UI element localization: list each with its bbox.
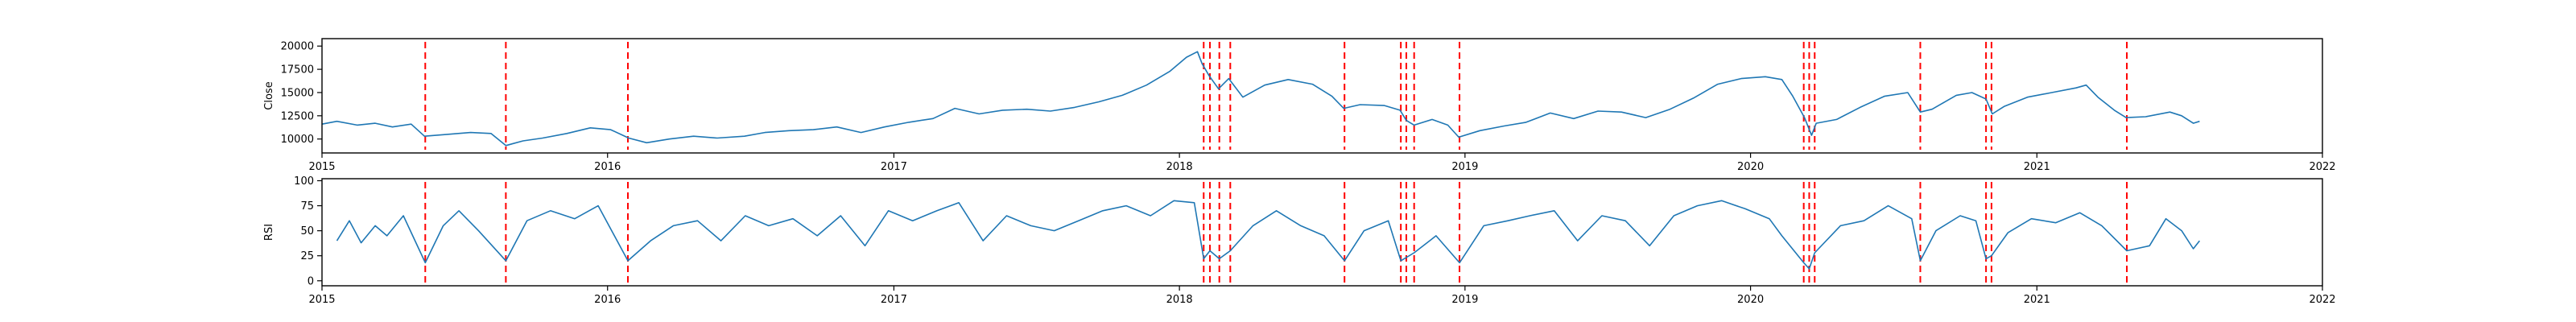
- y-tick-label: 20000: [281, 41, 314, 53]
- x-tick-label: 2020: [1737, 161, 1764, 173]
- y-tick-label: 100: [294, 175, 314, 188]
- x-tick-label: 2015: [308, 294, 335, 306]
- y-axis-label: RSI: [263, 224, 275, 241]
- x-tick-label: 2022: [2309, 294, 2335, 306]
- x-tick-label: 2019: [1451, 294, 1478, 306]
- y-tick-label: 50: [300, 225, 314, 237]
- y-axis-label: Close: [263, 81, 275, 109]
- x-tick-label: 2015: [308, 161, 335, 173]
- x-tick-label: 2018: [1166, 161, 1193, 173]
- y-tick-label: 10000: [281, 134, 314, 146]
- y-tick-label: 12500: [281, 110, 314, 122]
- x-tick-label: 2021: [2024, 294, 2050, 306]
- x-tick-label: 2016: [594, 294, 621, 306]
- x-tick-label: 2021: [2024, 161, 2050, 173]
- x-tick-label: 2017: [881, 294, 907, 306]
- y-tick-label: 0: [308, 275, 314, 287]
- x-tick-label: 2022: [2309, 161, 2335, 173]
- x-tick-label: 2020: [1737, 294, 1764, 306]
- y-tick-label: 75: [300, 200, 314, 213]
- x-tick-label: 2016: [594, 161, 621, 173]
- x-tick-label: 2019: [1451, 161, 1478, 173]
- y-tick-label: 25: [300, 250, 314, 262]
- y-tick-label: 15000: [281, 87, 314, 99]
- y-tick-label: 17500: [281, 64, 314, 76]
- x-tick-label: 2017: [881, 161, 907, 173]
- x-tick-label: 2018: [1166, 294, 1193, 306]
